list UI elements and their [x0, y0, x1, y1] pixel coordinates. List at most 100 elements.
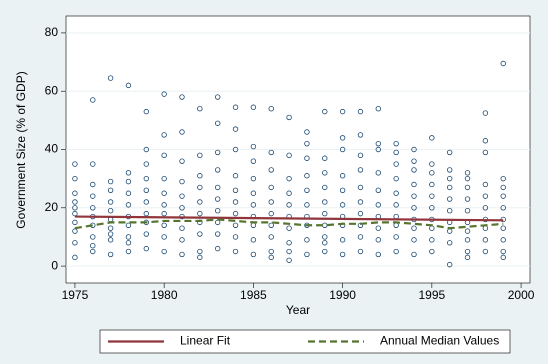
- point: [393, 175, 399, 182]
- point: [411, 181, 417, 188]
- point: [286, 175, 292, 182]
- point: [250, 251, 257, 258]
- point: [125, 178, 132, 185]
- y-tick-label: 60: [45, 83, 59, 97]
- point: [232, 199, 239, 205]
- point: [357, 234, 364, 240]
- point: [375, 170, 382, 176]
- point: [322, 155, 328, 161]
- point: [429, 170, 435, 176]
- point: [250, 104, 257, 110]
- x-axis-label: Year: [286, 303, 310, 317]
- point: [125, 240, 132, 246]
- point: [322, 248, 328, 255]
- x-tick-label: 1975: [62, 288, 89, 302]
- point: [482, 193, 489, 199]
- point: [429, 193, 435, 199]
- point: [482, 248, 489, 255]
- point: [304, 140, 310, 147]
- point: [500, 175, 506, 182]
- point: [107, 187, 114, 194]
- point: [375, 225, 382, 231]
- point: [72, 254, 78, 261]
- point: [464, 208, 471, 214]
- point: [500, 248, 506, 255]
- point: [322, 170, 328, 176]
- point: [107, 208, 114, 214]
- point: [500, 237, 506, 243]
- point: [464, 170, 471, 176]
- point: [268, 222, 274, 228]
- point: [143, 161, 150, 167]
- point: [268, 234, 274, 240]
- point: [304, 173, 310, 179]
- point: [125, 190, 132, 196]
- point: [286, 225, 292, 231]
- point: [197, 105, 203, 112]
- point: [304, 187, 310, 194]
- point: [161, 190, 167, 196]
- point: [322, 210, 328, 217]
- point: [107, 231, 114, 237]
- point: [250, 143, 257, 150]
- point: [375, 146, 382, 153]
- point: [446, 149, 453, 156]
- point: [375, 140, 382, 147]
- point: [286, 202, 292, 208]
- y-tick-label: 0: [51, 258, 58, 272]
- point: [214, 231, 221, 237]
- point: [90, 161, 96, 167]
- point: [250, 202, 257, 208]
- x-tick-label: 1980: [151, 288, 178, 302]
- point: [482, 237, 489, 243]
- point: [429, 237, 435, 243]
- point: [179, 158, 185, 164]
- point: [214, 167, 221, 173]
- x-tick-label: 1990: [329, 288, 356, 302]
- point: [143, 210, 150, 217]
- point: [232, 210, 239, 217]
- point: [339, 237, 346, 243]
- point: [375, 105, 382, 112]
- point: [446, 175, 453, 182]
- point: [411, 158, 417, 164]
- point: [143, 108, 150, 115]
- point: [72, 199, 78, 205]
- point: [304, 155, 310, 161]
- point: [72, 190, 78, 196]
- point: [357, 152, 364, 159]
- point: [197, 248, 203, 255]
- point: [214, 196, 221, 202]
- point: [429, 181, 435, 188]
- point: [304, 237, 310, 243]
- point: [214, 120, 221, 126]
- point: [125, 202, 132, 208]
- point: [464, 254, 471, 261]
- point: [161, 222, 167, 228]
- point: [143, 245, 150, 252]
- point: [125, 170, 132, 176]
- point: [232, 146, 239, 153]
- point: [72, 240, 78, 246]
- y-tick-label: 80: [45, 25, 59, 39]
- point: [304, 202, 310, 208]
- point: [250, 175, 257, 182]
- point: [72, 210, 78, 217]
- point: [161, 234, 167, 240]
- point: [393, 248, 399, 255]
- point: [357, 199, 364, 205]
- point: [197, 173, 203, 179]
- point: [429, 205, 435, 211]
- legend-label: Annual Median Values: [380, 334, 499, 348]
- point: [161, 210, 167, 217]
- point: [411, 205, 417, 211]
- point: [357, 248, 364, 255]
- point: [500, 225, 506, 231]
- point: [500, 60, 506, 67]
- y-tick-label: 40: [45, 142, 59, 156]
- point: [375, 251, 382, 258]
- point: [72, 161, 78, 167]
- point: [357, 108, 364, 115]
- point: [429, 161, 435, 167]
- point: [322, 240, 328, 246]
